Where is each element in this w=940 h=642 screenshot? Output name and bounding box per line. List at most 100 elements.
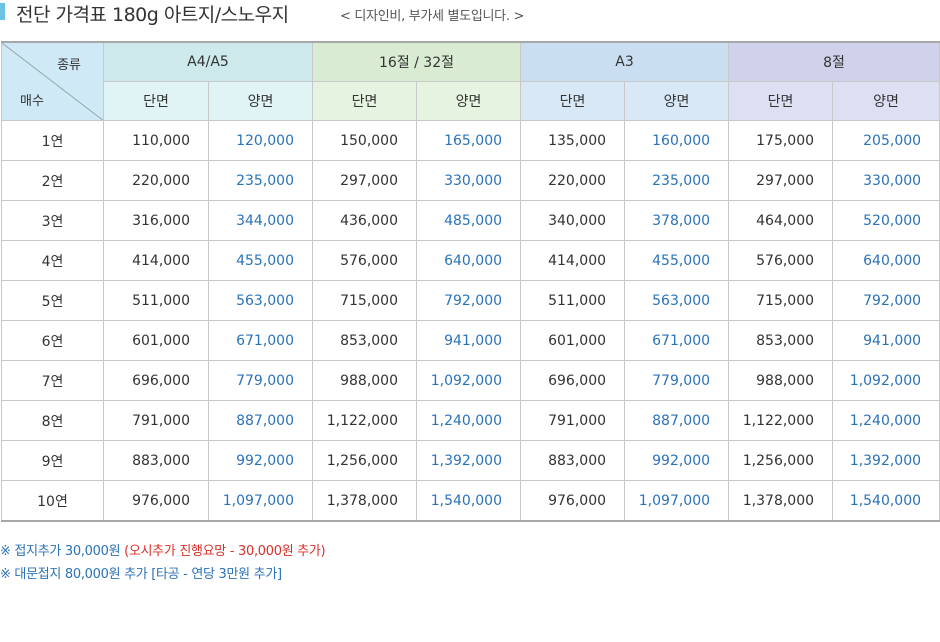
page-title: 전단 가격표 180g 아트지/스노우지 bbox=[16, 4, 289, 26]
price-cell-single: 511,000 bbox=[103, 280, 209, 321]
table-row: 2연 220,000 235,000 297,000 330,000 220,000 235… bbox=[1, 160, 940, 201]
price-cell-single: 220,000 bbox=[520, 160, 626, 201]
notes: ※ 접지추가 30,000원 (오시추가 진행요망 - 30,000원 추가) … bbox=[0, 540, 326, 586]
price-cell-single: 1,256,000 bbox=[312, 440, 417, 481]
group-header-16-32: 16절 / 32절 bbox=[311, 41, 522, 82]
price-cell-double: 165,000 bbox=[415, 120, 522, 161]
note-folding-text: ※ 접지추가 30,000원 bbox=[0, 544, 125, 559]
price-cell-single: 297,000 bbox=[728, 160, 834, 201]
price-cell-single: 976,000 bbox=[103, 480, 209, 522]
quantity-cell: 5연 bbox=[1, 280, 104, 321]
price-cell-single: 988,000 bbox=[728, 360, 834, 401]
corner-label-type: 종류 bbox=[57, 58, 81, 73]
table-row: 10연 976,000 1,097,000 1,378,000 1,540,000 976… bbox=[1, 480, 940, 522]
group-header-a3: A3 bbox=[520, 41, 730, 82]
price-cell-single: 715,000 bbox=[312, 280, 417, 321]
price-cell-single: 715,000 bbox=[728, 280, 834, 321]
page-subtitle: < 디자인비, 부가세 별도입니다. > bbox=[340, 9, 525, 24]
price-cell-double: 235,000 bbox=[208, 160, 313, 201]
price-cell-double: 1,540,000 bbox=[415, 480, 522, 522]
note-folding: ※ 접지추가 30,000원 (오시추가 진행요망 - 30,000원 추가) bbox=[0, 540, 326, 563]
price-cell-single: 436,000 bbox=[312, 200, 417, 241]
price-cell-single: 576,000 bbox=[312, 240, 417, 281]
price-cell-double: 120,000 bbox=[208, 120, 313, 161]
sub-header-single: 단면 bbox=[728, 81, 834, 121]
table-row: 9연 883,000 992,000 1,256,000 1,392,000 883,00… bbox=[1, 440, 940, 481]
table-row: 5연 511,000 563,000 715,000 792,000 511,000 563… bbox=[1, 280, 940, 321]
price-cell-double: 1,392,000 bbox=[415, 440, 522, 481]
price-cell-double: 1,097,000 bbox=[208, 480, 313, 522]
price-cell-double: 330,000 bbox=[415, 160, 522, 201]
price-cell-single: 150,000 bbox=[312, 120, 417, 161]
sub-header-double: 양면 bbox=[208, 81, 313, 121]
price-cell-double: 992,000 bbox=[624, 440, 730, 481]
price-cell-double: 640,000 bbox=[832, 240, 940, 281]
price-cell-single: 883,000 bbox=[520, 440, 626, 481]
price-cell-single: 601,000 bbox=[103, 320, 209, 361]
quantity-cell: 6연 bbox=[1, 320, 104, 361]
page-header: 전단 가격표 180g 아트지/스노우지 < 디자인비, 부가세 별도입니다. … bbox=[0, 0, 940, 28]
price-cell-single: 976,000 bbox=[520, 480, 626, 522]
table-row: 7연 696,000 779,000 988,000 1,092,000 696,000 7… bbox=[1, 360, 940, 401]
price-cell-double: 792,000 bbox=[832, 280, 940, 321]
price-cell-double: 887,000 bbox=[624, 400, 730, 441]
price-cell-single: 110,000 bbox=[103, 120, 209, 161]
price-cell-double: 992,000 bbox=[208, 440, 313, 481]
price-cell-single: 1,256,000 bbox=[728, 440, 834, 481]
price-cell-double: 235,000 bbox=[624, 160, 730, 201]
quantity-cell: 4연 bbox=[1, 240, 104, 281]
title-accent-bar bbox=[0, 3, 5, 20]
price-cell-double: 520,000 bbox=[832, 200, 940, 241]
quantity-cell: 9연 bbox=[1, 440, 104, 481]
price-cell-single: 696,000 bbox=[103, 360, 209, 401]
price-cell-single: 175,000 bbox=[728, 120, 834, 161]
header-row-groups: 종류 매수 A4/A5 16절 / 32절 A3 8절 bbox=[1, 41, 940, 121]
price-cell-single: 601,000 bbox=[520, 320, 626, 361]
price-cell-double: 1,092,000 bbox=[415, 360, 522, 401]
sub-header-double: 양면 bbox=[832, 81, 940, 121]
price-cell-single: 853,000 bbox=[728, 320, 834, 361]
price-cell-single: 696,000 bbox=[520, 360, 626, 401]
quantity-cell: 7연 bbox=[1, 360, 104, 401]
price-cell-double: 671,000 bbox=[624, 320, 730, 361]
price-cell-single: 464,000 bbox=[728, 200, 834, 241]
header-row-sides: 단면 양면 단면 양면 단면 양면 단면 양면 bbox=[2, 81, 940, 121]
price-cell-single: 853,000 bbox=[312, 320, 417, 361]
quantity-cell: 1연 bbox=[1, 120, 104, 161]
price-cell-double: 485,000 bbox=[415, 200, 522, 241]
price-cell-single: 1,378,000 bbox=[312, 480, 417, 522]
quantity-cell: 3연 bbox=[1, 200, 104, 241]
price-cell-single: 576,000 bbox=[728, 240, 834, 281]
quantity-cell: 10연 bbox=[1, 480, 104, 522]
price-cell-double: 941,000 bbox=[415, 320, 522, 361]
price-cell-double: 563,000 bbox=[208, 280, 313, 321]
price-cell-double: 205,000 bbox=[832, 120, 940, 161]
price-cell-double: 1,240,000 bbox=[415, 400, 522, 441]
price-cell-single: 1,378,000 bbox=[728, 480, 834, 522]
quantity-cell: 8연 bbox=[1, 400, 104, 441]
sub-header-single: 단면 bbox=[312, 81, 417, 121]
price-cell-single: 220,000 bbox=[103, 160, 209, 201]
note-gate-fold: ※ 대문접지 80,000원 추가 [타공 - 연당 3만원 추가] bbox=[0, 567, 282, 582]
price-cell-single: 1,122,000 bbox=[728, 400, 834, 441]
table-row: 8연 791,000 887,000 1,122,000 1,240,000 791,00… bbox=[1, 400, 940, 441]
price-cell-double: 1,092,000 bbox=[832, 360, 940, 401]
price-cell-single: 135,000 bbox=[520, 120, 626, 161]
price-cell-double: 378,000 bbox=[624, 200, 730, 241]
note-creasing-warning: (오시추가 진행요망 - 30,000원 추가) bbox=[124, 544, 326, 559]
price-cell-double: 671,000 bbox=[208, 320, 313, 361]
price-cell-double: 792,000 bbox=[415, 280, 522, 321]
price-table-body: 1연 110,000 120,000 150,000 165,000 135,000 160… bbox=[1, 120, 940, 522]
price-cell-single: 988,000 bbox=[312, 360, 417, 401]
sub-header-double: 양면 bbox=[624, 81, 730, 121]
price-cell-double: 1,240,000 bbox=[832, 400, 940, 441]
price-cell-double: 640,000 bbox=[415, 240, 522, 281]
price-cell-single: 883,000 bbox=[103, 440, 209, 481]
price-cell-double: 887,000 bbox=[208, 400, 313, 441]
price-table: 종류 매수 A4/A5 16절 / 32절 A3 8절 단면 양면 단면 양면 … bbox=[1, 41, 940, 522]
price-cell-single: 791,000 bbox=[520, 400, 626, 441]
price-cell-double: 1,392,000 bbox=[832, 440, 940, 481]
price-cell-single: 1,122,000 bbox=[312, 400, 417, 441]
price-cell-double: 160,000 bbox=[624, 120, 730, 161]
price-cell-double: 779,000 bbox=[208, 360, 313, 401]
